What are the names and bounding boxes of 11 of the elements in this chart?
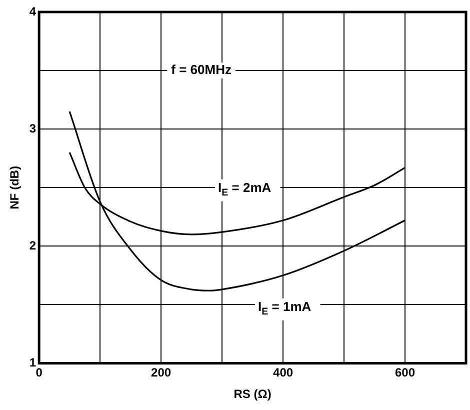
annotation: f = 60MHz (171, 62, 232, 78)
x-axis-title: RS (Ω) (234, 387, 272, 402)
x-tick-label: 200 (151, 366, 172, 380)
y-tick-label: 4 (29, 4, 36, 18)
y-axis-title: NF (dB) (8, 166, 22, 210)
y-tick-label: 2 (29, 238, 36, 252)
x-tick-label: 600 (394, 366, 416, 380)
x-tick-label: 0 (36, 366, 43, 380)
x-tick-label: 400 (273, 366, 294, 380)
y-tick-label: 3 (29, 121, 36, 136)
y-tick-label: 1 (29, 356, 36, 370)
